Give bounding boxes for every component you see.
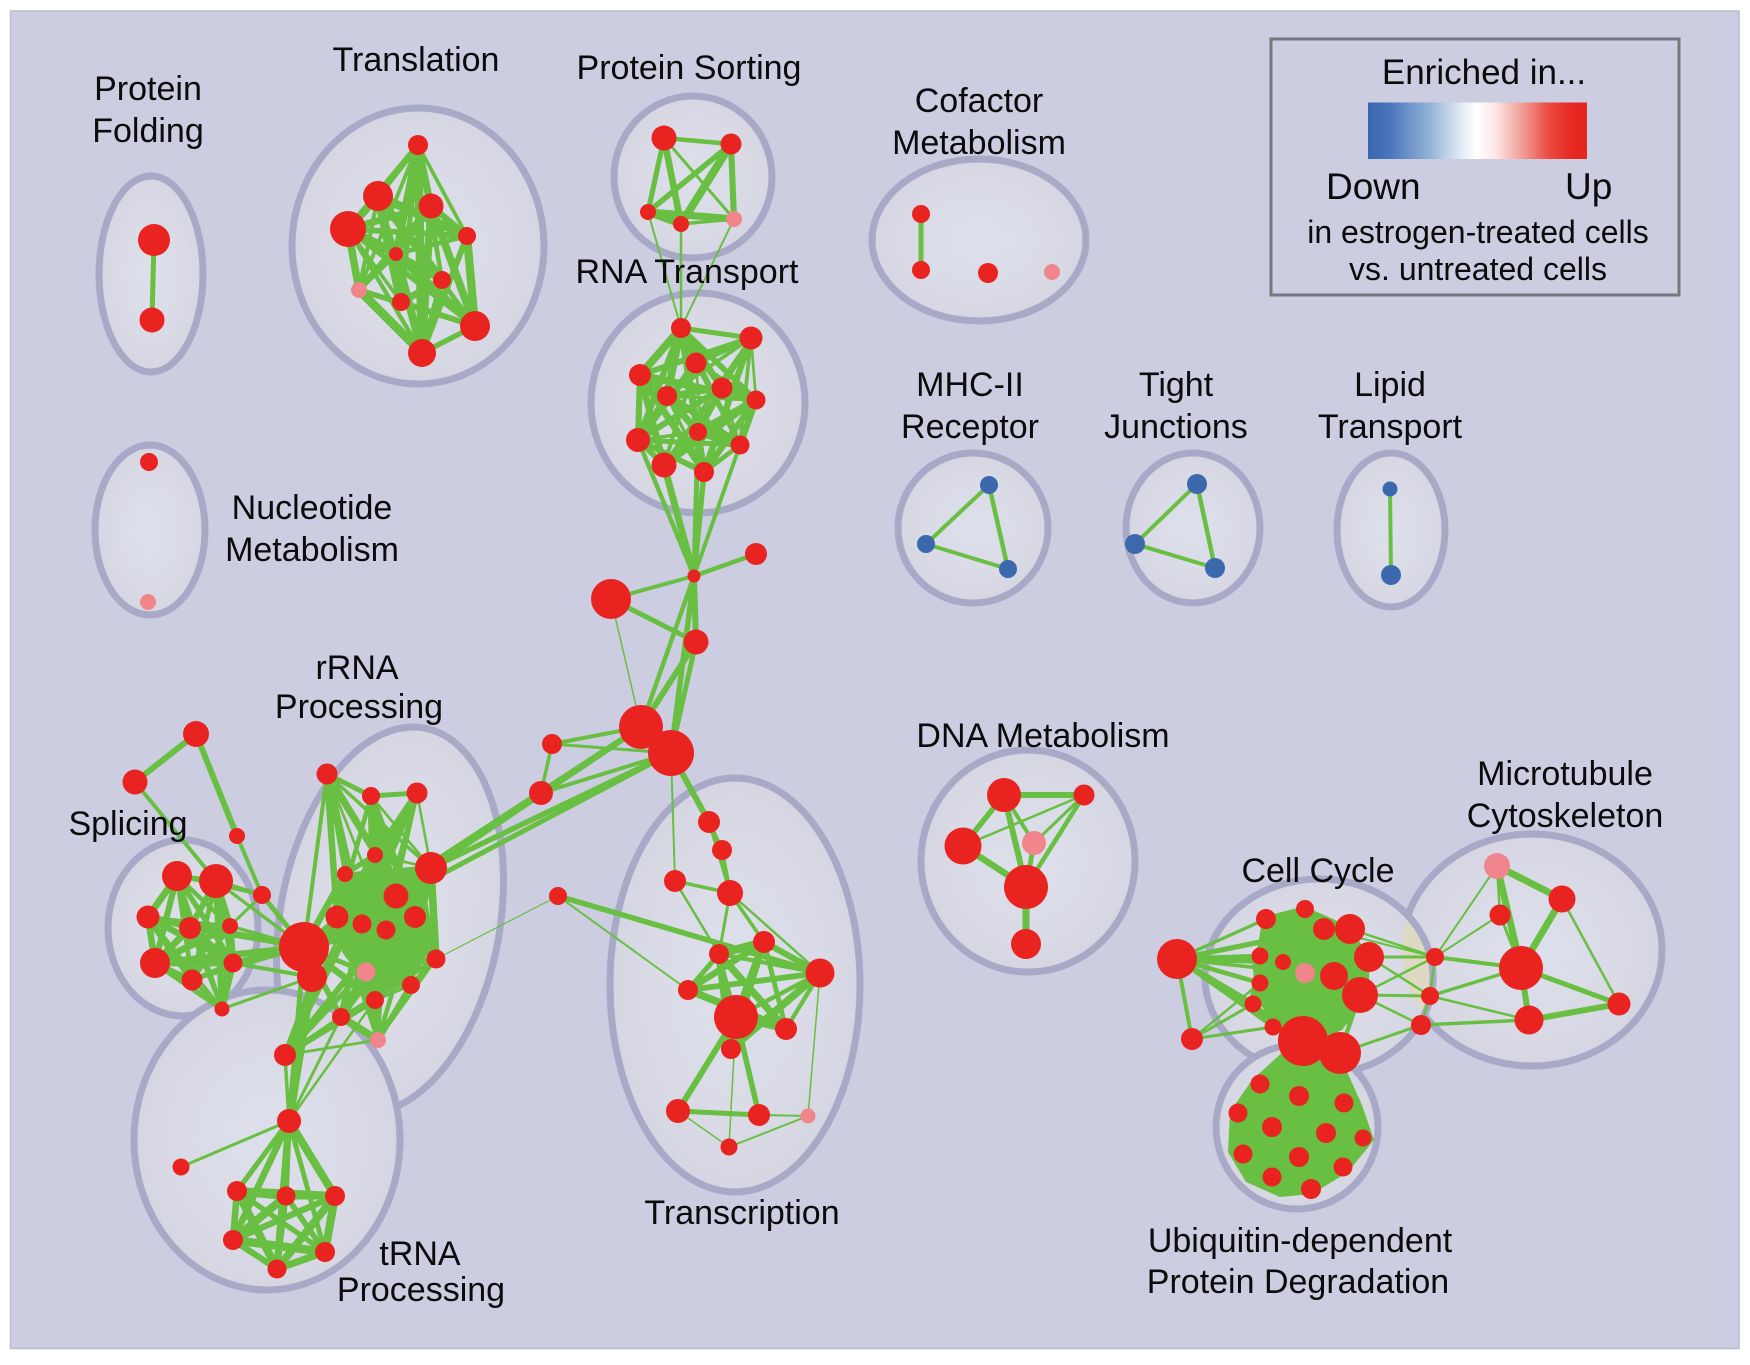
svg-text:Down: Down bbox=[1326, 166, 1421, 207]
svg-text:Cytoskeleton: Cytoskeleton bbox=[1467, 797, 1664, 835]
svg-text:Protein Degradation: Protein Degradation bbox=[1147, 1263, 1449, 1301]
svg-text:Folding: Folding bbox=[92, 112, 204, 150]
svg-text:Processing: Processing bbox=[337, 1271, 505, 1309]
svg-text:Ubiquitin-dependent: Ubiquitin-dependent bbox=[1148, 1222, 1453, 1260]
svg-text:Cofactor: Cofactor bbox=[915, 82, 1044, 120]
svg-text:RNA Transport: RNA Transport bbox=[576, 253, 800, 291]
svg-text:rRNA: rRNA bbox=[315, 649, 398, 687]
svg-text:MHC-II: MHC-II bbox=[916, 366, 1024, 404]
svg-text:Splicing: Splicing bbox=[68, 805, 187, 843]
svg-text:Transport: Transport bbox=[1318, 408, 1463, 446]
svg-text:Protein: Protein bbox=[94, 70, 202, 108]
svg-text:Transcription: Transcription bbox=[644, 1194, 839, 1232]
svg-text:in estrogen-treated cells: in estrogen-treated cells bbox=[1307, 214, 1649, 250]
svg-text:tRNA: tRNA bbox=[379, 1235, 461, 1273]
svg-text:Junctions: Junctions bbox=[1104, 408, 1248, 446]
svg-text:Cell Cycle: Cell Cycle bbox=[1241, 852, 1394, 890]
svg-text:Translation: Translation bbox=[333, 41, 500, 79]
svg-text:Tight: Tight bbox=[1139, 366, 1214, 404]
svg-text:Processing: Processing bbox=[275, 688, 443, 726]
svg-text:Protein Sorting: Protein Sorting bbox=[577, 49, 802, 87]
svg-text:vs. untreated cells: vs. untreated cells bbox=[1349, 251, 1607, 287]
svg-text:Microtubule: Microtubule bbox=[1477, 755, 1653, 793]
svg-text:DNA Metabolism: DNA Metabolism bbox=[916, 717, 1169, 755]
svg-text:Enriched in...: Enriched in... bbox=[1382, 53, 1586, 92]
svg-text:Metabolism: Metabolism bbox=[225, 531, 399, 569]
svg-text:Lipid: Lipid bbox=[1354, 366, 1426, 404]
svg-text:Metabolism: Metabolism bbox=[892, 124, 1066, 162]
svg-text:Receptor: Receptor bbox=[901, 408, 1039, 446]
svg-text:Nucleotide: Nucleotide bbox=[232, 489, 393, 527]
svg-text:Up: Up bbox=[1565, 166, 1612, 207]
